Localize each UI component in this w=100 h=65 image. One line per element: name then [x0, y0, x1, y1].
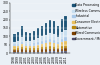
- Bar: [64, 46, 67, 48]
- Bar: [29, 52, 31, 53]
- Bar: [56, 49, 59, 52]
- Bar: [41, 44, 43, 47]
- Bar: [60, 51, 63, 53]
- Bar: [33, 48, 35, 50]
- Bar: [56, 37, 59, 42]
- Bar: [52, 47, 55, 49]
- Bar: [41, 26, 43, 36]
- Bar: [49, 33, 51, 39]
- Bar: [45, 49, 47, 52]
- Bar: [60, 19, 63, 32]
- Bar: [52, 40, 55, 43]
- Bar: [45, 40, 47, 43]
- Bar: [17, 52, 20, 53]
- Bar: [56, 44, 59, 48]
- Bar: [45, 47, 47, 49]
- Bar: [45, 52, 47, 53]
- Bar: [37, 42, 39, 45]
- Bar: [17, 50, 20, 52]
- Bar: [64, 16, 67, 30]
- Bar: [49, 42, 51, 46]
- Bar: [52, 51, 55, 53]
- Bar: [60, 39, 63, 42]
- Bar: [64, 51, 67, 53]
- Bar: [29, 50, 31, 52]
- Bar: [37, 38, 39, 42]
- Bar: [45, 43, 47, 47]
- Bar: [33, 31, 35, 40]
- Bar: [49, 20, 51, 33]
- Bar: [33, 40, 35, 43]
- Bar: [37, 48, 39, 50]
- Bar: [17, 48, 20, 50]
- Bar: [29, 46, 31, 48]
- Bar: [64, 41, 67, 46]
- Bar: [37, 52, 39, 53]
- Bar: [56, 26, 59, 37]
- Bar: [17, 41, 20, 44]
- Bar: [21, 47, 24, 49]
- Bar: [25, 44, 28, 46]
- Bar: [41, 36, 43, 41]
- Bar: [60, 32, 63, 39]
- Bar: [25, 48, 28, 50]
- Bar: [21, 52, 24, 53]
- Bar: [64, 37, 67, 41]
- Bar: [41, 49, 43, 52]
- Bar: [13, 52, 16, 53]
- Bar: [21, 44, 24, 47]
- Bar: [29, 48, 31, 50]
- Bar: [64, 30, 67, 37]
- Bar: [25, 41, 28, 44]
- Bar: [49, 39, 51, 42]
- Bar: [45, 35, 47, 40]
- Bar: [21, 26, 24, 37]
- Bar: [13, 46, 16, 49]
- Bar: [21, 49, 24, 52]
- Bar: [25, 50, 28, 52]
- Bar: [49, 46, 51, 49]
- Bar: [37, 28, 39, 38]
- Bar: [13, 42, 16, 44]
- Bar: [25, 46, 28, 48]
- Bar: [41, 41, 43, 44]
- Bar: [41, 47, 43, 49]
- Bar: [33, 50, 35, 52]
- Bar: [29, 41, 31, 44]
- Bar: [17, 32, 20, 41]
- Bar: [56, 42, 59, 44]
- Bar: [60, 42, 63, 46]
- Bar: [21, 42, 24, 44]
- Bar: [33, 52, 35, 53]
- Bar: [33, 46, 35, 48]
- Bar: [64, 48, 67, 51]
- Bar: [37, 50, 39, 52]
- Bar: [52, 43, 55, 47]
- Bar: [52, 49, 55, 51]
- Bar: [13, 44, 16, 46]
- Bar: [52, 21, 55, 34]
- Bar: [52, 34, 55, 40]
- Bar: [13, 50, 16, 52]
- Bar: [25, 32, 28, 41]
- Bar: [13, 34, 16, 42]
- Bar: [17, 44, 20, 46]
- Bar: [33, 43, 35, 46]
- Bar: [29, 44, 31, 46]
- Bar: [49, 51, 51, 53]
- Bar: [13, 49, 16, 50]
- Bar: [49, 49, 51, 51]
- Legend: Data Processing / Computers, Wireless Communications, Industrial, Consumer Elect: Data Processing / Computers, Wireless Co…: [72, 3, 100, 41]
- Bar: [56, 48, 59, 49]
- Bar: [56, 52, 59, 53]
- Bar: [21, 37, 24, 42]
- Bar: [37, 45, 39, 48]
- Bar: [60, 49, 63, 51]
- Bar: [17, 46, 20, 48]
- Bar: [25, 52, 28, 53]
- Bar: [45, 23, 47, 35]
- Bar: [60, 46, 63, 49]
- Bar: [29, 32, 31, 41]
- Bar: [41, 52, 43, 53]
